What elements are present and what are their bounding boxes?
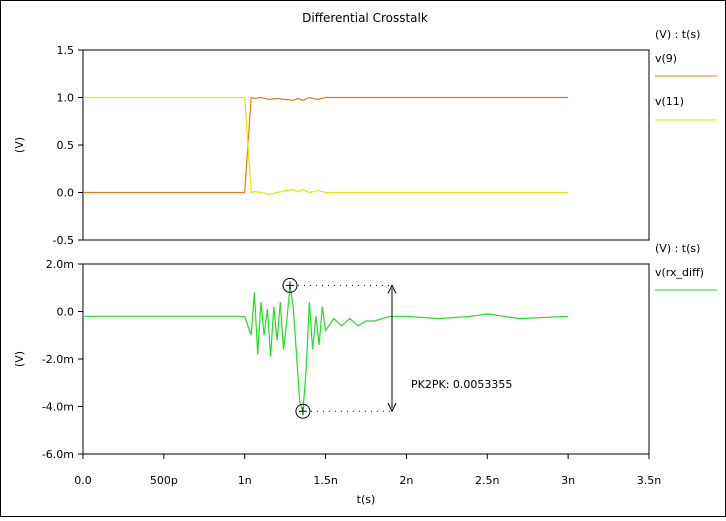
y-tick-label: 0.0 [57, 306, 75, 319]
chart-title: Differential Crosstalk [302, 11, 428, 25]
top-plot-area [82, 49, 650, 241]
y-tick-label: 2.0m [46, 258, 74, 271]
arrow-head-down [387, 403, 397, 413]
x-axis-label: t(s) [357, 493, 376, 506]
x-tick-label: 1n [238, 474, 252, 487]
y-tick-label: -6.0m [42, 448, 74, 461]
legend-label-v11: v(11) [655, 95, 684, 108]
top-legend-header: (V) : t(s) [655, 28, 700, 41]
top-y-axis-label: (V) [13, 137, 26, 153]
min-marker [295, 403, 311, 419]
pk2pk-label: PK2PK: 0.0053355 [411, 378, 512, 391]
y-tick-label: 1.5 [57, 44, 75, 57]
arrow-head-up [387, 284, 397, 294]
legend-label-rx-diff: v(rx_diff) [655, 266, 704, 279]
y-tick-label: -4.0m [42, 401, 74, 414]
y-tick-label: -2.0m [42, 353, 74, 366]
legend-label-v9: v(9) [655, 52, 677, 65]
series-line-v9 [83, 96, 569, 194]
x-tick-label: 500p [150, 474, 178, 487]
max-marker [282, 277, 298, 293]
y-tick-label: -0.5 [53, 234, 74, 247]
bottom-y-axis-label: (V) [13, 351, 26, 367]
y-tick-label: 1.0 [57, 92, 75, 105]
x-tick-label: 0.0 [74, 474, 92, 487]
x-tick-label: 3n [561, 474, 575, 487]
y-tick-label: 0.0 [57, 187, 75, 200]
y-tick-label: 0.5 [57, 139, 75, 152]
bottom-plot-area [82, 263, 650, 455]
x-tick-label: 2n [399, 474, 413, 487]
x-tick-label: 2.5n [475, 474, 499, 487]
series-line-v11 [83, 96, 569, 196]
series-line-vrxdiff [83, 285, 569, 412]
x-tick-label: 1.5n [313, 474, 337, 487]
bottom-legend-header: (V) : t(s) [655, 242, 700, 255]
x-tick-label: 3.5n [637, 474, 661, 487]
